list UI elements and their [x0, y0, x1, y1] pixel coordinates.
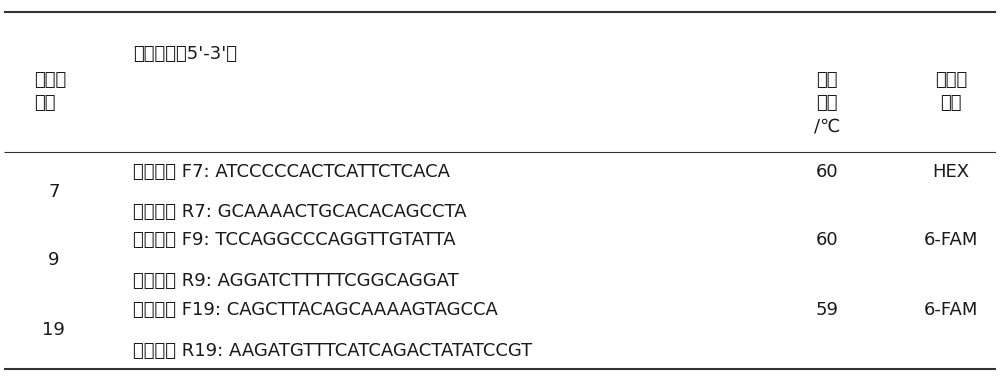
Text: 荧光引物 F19: CAGCTTACAGCAAAAGTAGCCA: 荧光引物 F19: CAGCTTACAGCAAAAGTAGCCA — [133, 301, 498, 319]
Text: 普通引物 R9: AGGATCTTTTTCGGCAGGAT: 普通引物 R9: AGGATCTTTTTCGGCAGGAT — [133, 272, 459, 290]
Text: HEX: HEX — [933, 163, 970, 181]
Text: 普通引物 R7: GCAAAACTGCACACAGCCTA: 普通引物 R7: GCAAAACTGCACACAGCCTA — [133, 204, 467, 221]
Text: 7: 7 — [48, 183, 60, 201]
Text: 6-FAM: 6-FAM — [924, 301, 978, 319]
Text: 退火
温度
/℃: 退火 温度 /℃ — [814, 70, 840, 136]
Text: 6-FAM: 6-FAM — [924, 231, 978, 249]
Text: 荧光标
记物: 荧光标 记物 — [935, 70, 967, 112]
Text: 普通引物 R19: AAGATGTTTCATCAGACTATATCCGT: 普通引物 R19: AAGATGTTTCATCAGACTATATCCGT — [133, 342, 532, 360]
Text: 60: 60 — [816, 163, 839, 181]
Text: 59: 59 — [816, 301, 839, 319]
Text: 荧光引物 F7: ATCCCCCACTCATTCTCACA: 荧光引物 F7: ATCCCCCACTCATTCTCACA — [133, 163, 450, 181]
Text: 60: 60 — [816, 231, 839, 249]
Text: 引物序列（5'-3'）: 引物序列（5'-3'） — [133, 45, 237, 63]
Text: 微卫星
座位: 微卫星 座位 — [34, 70, 66, 112]
Text: 19: 19 — [42, 322, 65, 339]
Text: 9: 9 — [48, 251, 60, 270]
Text: 荧光引物 F9: TCCAGGCCCAGGTTGTATTA: 荧光引物 F9: TCCAGGCCCAGGTTGTATTA — [133, 231, 456, 249]
